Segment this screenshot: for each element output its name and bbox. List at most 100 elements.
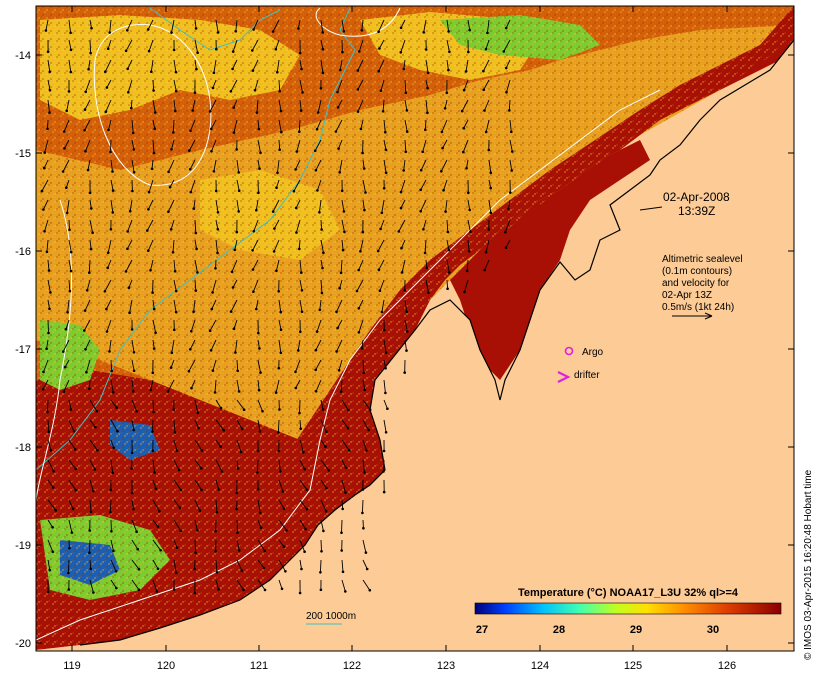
velocity-arrow-head [128, 311, 131, 315]
velocity-arrow-head [344, 590, 347, 593]
velocity-arrow-head [40, 189, 44, 193]
velocity-arrow-head [178, 506, 182, 510]
velocity-arrow-head [278, 89, 282, 93]
velocity-arrow [104, 59, 112, 72]
velocity-arrow-head [279, 328, 283, 332]
velocity-arrow [173, 259, 176, 272]
velocity-arrow [379, 279, 385, 291]
velocity-arrow-head [251, 69, 255, 72]
velocity-arrow [400, 199, 406, 209]
velocity-arrow-head [71, 507, 75, 511]
velocity-arrow [110, 439, 115, 448]
velocity-arrow-head [484, 250, 488, 254]
velocity-arrow-head [126, 67, 129, 71]
velocity-arrow-head [116, 429, 119, 433]
velocity-arrow [215, 219, 219, 230]
velocity-arrow [45, 19, 49, 31]
land-area [36, 40, 794, 651]
velocity-arrow [126, 19, 133, 31]
velocity-arrow [236, 179, 240, 191]
velocity-arrow [383, 139, 387, 150]
velocity-arrow [319, 559, 322, 573]
velocity-arrow [316, 179, 322, 191]
velocity-arrow [295, 199, 301, 209]
velocity-arrow-head [259, 526, 263, 530]
velocity-arrow-head [377, 69, 381, 73]
velocity-arrow-head [399, 206, 403, 210]
velocity-arrow-head [356, 110, 360, 113]
velocity-arrow-head [276, 171, 279, 175]
velocity-arrow-head [487, 148, 491, 152]
velocity-arrow-head [295, 231, 298, 234]
colorbar: Temperature (°C) NOAA17_L3U 32% ql>=4 27… [474, 587, 782, 636]
velocity-arrow [276, 59, 280, 73]
velocity-arrow-head [42, 208, 45, 211]
velocity-arrow-head [152, 347, 156, 350]
velocity-arrow [131, 519, 138, 532]
velocity-arrow-head [104, 70, 107, 73]
velocity-arrow-head [321, 31, 325, 34]
velocity-arrow [362, 179, 366, 193]
velocity-arrow-head [212, 71, 216, 75]
velocity-arrow-head [320, 228, 323, 231]
velocity-arrow [190, 119, 196, 131]
isobath-200m [36, 7, 356, 471]
velocity-arrow [508, 99, 511, 111]
velocity-arrow-head [132, 148, 136, 151]
velocity-arrow-head [321, 266, 324, 270]
velocity-arrow [131, 139, 135, 150]
velocity-arrow [193, 199, 196, 209]
velocity-arrow-head [468, 28, 472, 32]
velocity-arrow-head [238, 549, 241, 552]
velocity-arrow [236, 559, 243, 571]
velocity-arrow [67, 299, 70, 313]
velocity-arrow-head [281, 490, 285, 493]
velocity-arrow-head [51, 526, 54, 529]
velocity-arrow [467, 19, 471, 31]
velocity-arrow [299, 279, 303, 291]
velocity-arrow-head [234, 351, 237, 354]
velocity-arrow [43, 359, 49, 373]
velocity-arrow [41, 179, 49, 192]
velocity-arrow-head [106, 47, 110, 50]
velocity-arrow [84, 299, 91, 311]
velocity-arrow-head [196, 51, 199, 54]
velocity-arrow-head [193, 567, 196, 571]
velocity-arrow [383, 119, 386, 133]
velocity-arrow-head [212, 170, 216, 173]
velocity-arrow-head [324, 445, 327, 448]
velocity-arrow-head [462, 126, 466, 130]
velocity-arrow [83, 319, 91, 331]
velocity-arrow [256, 99, 259, 113]
velocity-arrow-head [318, 308, 322, 312]
velocity-arrow-head [69, 250, 73, 254]
velocity-arrow [298, 119, 301, 132]
velocity-arrow [425, 279, 429, 293]
velocity-arrow-head [222, 429, 226, 432]
velocity-arrow-head [298, 51, 302, 55]
velocity-arrow-head [68, 546, 71, 550]
velocity-arrow [152, 339, 155, 349]
velocity-arrow-head [254, 307, 258, 311]
velocity-arrow-head [253, 88, 257, 92]
velocity-arrow-head [46, 590, 50, 594]
velocity-arrow-head [405, 349, 408, 352]
velocity-arrow-head [42, 370, 45, 374]
velocity-arrow [320, 539, 322, 552]
velocity-arrow-head [342, 210, 346, 213]
velocity-arrow-head [151, 291, 154, 294]
velocity-arrow-head [445, 91, 449, 95]
legend-line: and velocity for [662, 278, 730, 289]
velocity-arrow [357, 99, 364, 112]
velocity-arrow-head [236, 467, 240, 470]
velocity-arrow [362, 199, 365, 211]
velocity-arrow [278, 139, 281, 150]
velocity-arrow [106, 79, 112, 88]
velocity-arrow-head [89, 567, 92, 571]
velocity-arrow-head [48, 111, 51, 114]
velocity-arrow-head [154, 331, 157, 335]
velocity-arrow-head [335, 310, 338, 314]
velocity-arrow [84, 119, 91, 131]
velocity-arrow [89, 419, 96, 428]
velocity-arrow-head [368, 408, 372, 412]
